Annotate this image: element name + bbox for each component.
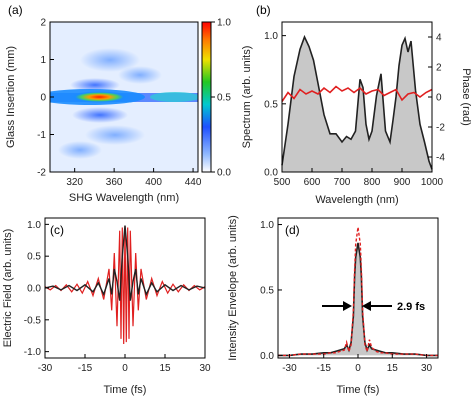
panel-b-ylabel: Spectrum (arb. units) <box>241 46 253 149</box>
panel-d: (d) Time (fs) Intensity Envelope (arb. u… <box>227 215 439 396</box>
x-tick-label: 440 <box>185 177 202 188</box>
panel-c-ticks: -30 -15 0 15 30 -1.0 -0.5 0.0 0.5 1.0 <box>24 220 211 374</box>
y-tick-label: 0 <box>40 93 46 104</box>
panel-a-ticks: 320 360 400 440 -2 -1 0 1 2 <box>37 18 202 189</box>
field-black-line <box>44 225 206 301</box>
heatmap-fringe <box>85 125 145 145</box>
heatmap-fringe <box>80 48 140 72</box>
y-tick-label: 0.0 <box>27 284 41 295</box>
panel-a-label: (a) <box>8 3 23 17</box>
y-tick-label: 0.5 <box>260 285 274 296</box>
x-tick-label: 0 <box>355 363 361 374</box>
panel-b-ticks: 500 600 700 800 900 1000 0.0 0.5 1.0 -4 -2 0 2 4 <box>264 31 445 188</box>
heatmap-fringe <box>70 78 120 92</box>
envelope-fill <box>278 242 438 356</box>
x-tick-label: -15 <box>78 363 93 374</box>
x-tick-label: 30 <box>199 363 211 374</box>
colorbar-tick-label: 1.0 <box>217 18 231 29</box>
x-tick-label: -30 <box>282 363 297 374</box>
panel-b-xlabel: Wavelength (nm) <box>315 194 398 206</box>
x-tick-label: 1000 <box>421 177 444 188</box>
x-tick-label: 400 <box>145 177 162 188</box>
panel-a-xlabel: SHG Wavelength (nm) <box>69 192 179 204</box>
y-tick-label: 1.0 <box>27 220 41 231</box>
x-tick-label: 30 <box>421 363 433 374</box>
y-tick-label: -1 <box>37 130 46 141</box>
panel-d-ylabel: Intensity Envelope (arb. units) <box>227 215 239 361</box>
panel-c-ylabel: Electric Field (arb. units) <box>2 229 14 348</box>
heatmap-features <box>50 48 198 159</box>
y-tick-label: 0.0 <box>260 351 274 362</box>
x-tick-label: 500 <box>274 177 291 188</box>
panel-b-label: (b) <box>256 3 271 17</box>
panel-c: (c) Time (fs) Electric Field (arb. units… <box>2 217 211 396</box>
y2-tick-label: -4 <box>436 153 445 164</box>
panel-b: (b) Wavelength (nm) Spectrum (arb. units… <box>241 3 472 206</box>
panel-c-label: (c) <box>50 223 64 237</box>
heatmap-fringe <box>72 107 128 123</box>
x-tick-label: 700 <box>334 177 351 188</box>
fwhm-label: 2.9 fs <box>397 301 425 313</box>
heatmap-fringe <box>58 141 102 159</box>
right-arrow-head <box>362 301 371 311</box>
x-tick-label: 0 <box>122 363 128 374</box>
colorbar-tick-label: 0.0 <box>217 168 231 179</box>
y-tick-label: -1.0 <box>24 347 42 358</box>
panel-d-ticks: -30 -15 0 15 30 0.0 0.5 1.0 <box>260 220 432 374</box>
colorbar-tick-label: 0.5 <box>217 93 231 104</box>
fwhm-annotation: 2.9 fs <box>322 301 425 313</box>
y-tick-label: -2 <box>37 168 46 179</box>
panel-b-y2label: Phase (rad) <box>460 68 472 125</box>
y-tick-label: 0.0 <box>264 168 278 179</box>
spectrum-line <box>281 34 433 170</box>
panel-d-xlabel: Time (fs) <box>337 384 380 396</box>
panel-c-xlabel: Time (fs) <box>104 384 147 396</box>
y-tick-label: -0.5 <box>24 315 42 326</box>
y2-tick-label: 4 <box>436 33 442 44</box>
y-tick-label: 0.5 <box>264 99 278 110</box>
colorbar <box>202 22 211 172</box>
y-tick-label: 2 <box>40 18 46 29</box>
y-tick-label: 1 <box>40 55 46 66</box>
x-tick-label: 800 <box>364 177 381 188</box>
heatmap-fringe <box>118 66 162 84</box>
y2-tick-label: -2 <box>436 123 445 134</box>
phase-line <box>281 85 433 102</box>
y2-tick-label: 2 <box>436 63 442 74</box>
x-tick-label: 900 <box>394 177 411 188</box>
left-arrow-head <box>343 301 352 311</box>
y2-tick-label: 0 <box>436 93 442 104</box>
panel-a: (a) SHG Wavelength (nm) Glass Insertion … <box>5 3 231 204</box>
colorbar-ticks: 0.0 0.5 1.0 <box>211 18 231 179</box>
x-tick-label: -30 <box>38 363 53 374</box>
heatmap-peak <box>69 91 130 103</box>
x-tick-label: 320 <box>66 177 83 188</box>
heatmap-band-tail <box>150 92 198 102</box>
envelope-red-line <box>278 227 438 357</box>
y-tick-label: 0.5 <box>27 252 41 263</box>
spectrum-fill <box>282 37 432 172</box>
y-tick-label: 1.0 <box>260 220 274 231</box>
x-tick-label: 15 <box>159 363 171 374</box>
x-tick-label: 600 <box>304 177 321 188</box>
x-tick-label: -15 <box>316 363 331 374</box>
panel-a-ylabel: Glass Insertion (mm) <box>5 46 17 148</box>
x-tick-label: 360 <box>106 177 123 188</box>
panel-d-label: (d) <box>285 223 300 237</box>
x-tick-label: 15 <box>387 363 399 374</box>
y-tick-label: 1.0 <box>264 31 278 42</box>
